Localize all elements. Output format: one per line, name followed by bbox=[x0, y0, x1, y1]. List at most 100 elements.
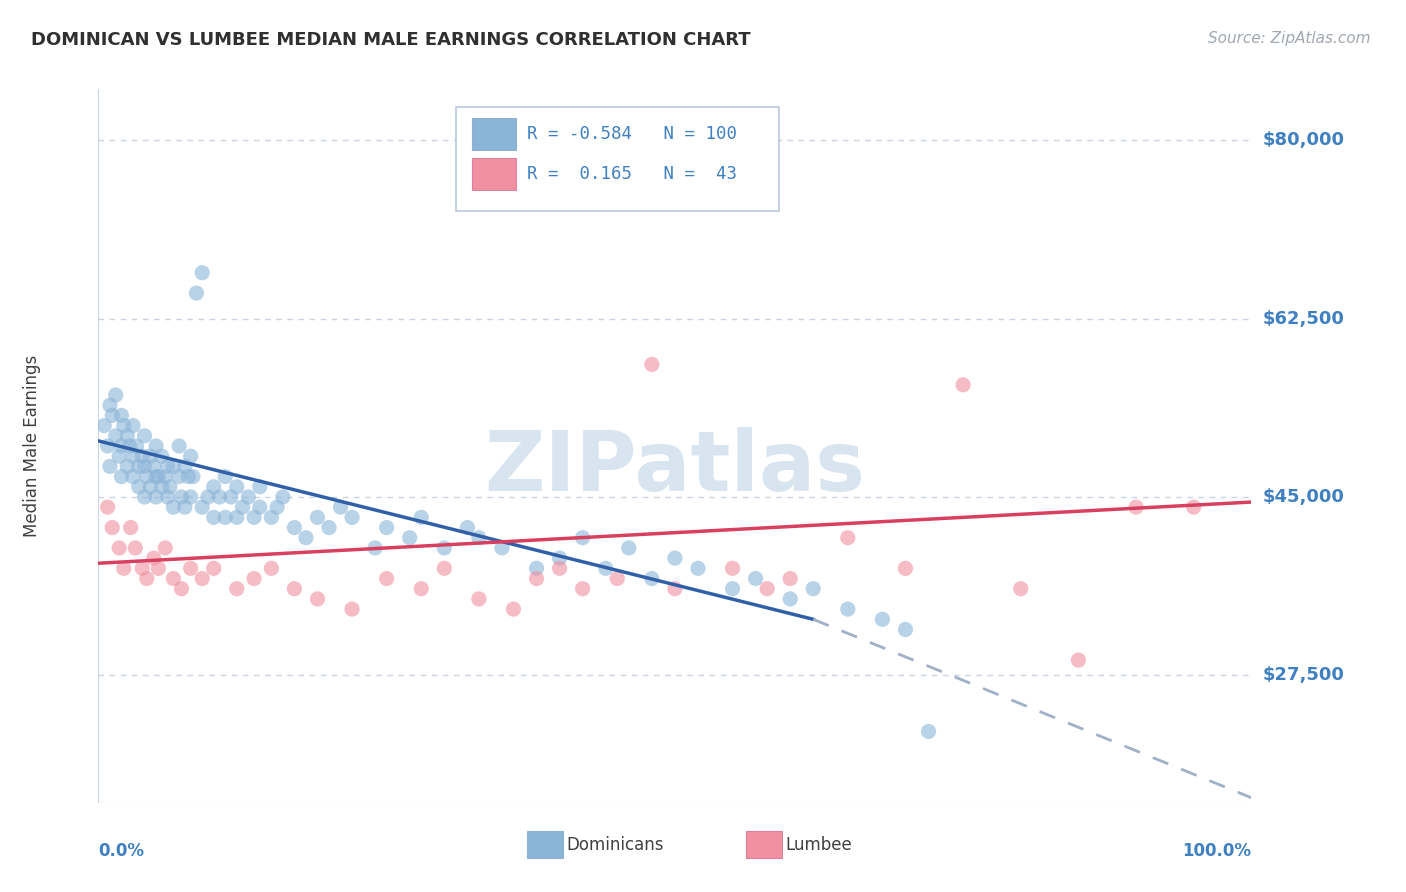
Point bbox=[180, 561, 202, 575]
Point bbox=[122, 449, 145, 463]
Point bbox=[214, 510, 236, 524]
FancyBboxPatch shape bbox=[472, 159, 516, 190]
Point bbox=[686, 561, 709, 575]
Point bbox=[721, 582, 744, 596]
Point bbox=[433, 561, 456, 575]
Point bbox=[97, 439, 120, 453]
Point bbox=[225, 582, 247, 596]
Point bbox=[571, 582, 593, 596]
Point bbox=[329, 500, 352, 515]
Point bbox=[174, 459, 197, 474]
Point bbox=[202, 561, 225, 575]
Text: $80,000: $80,000 bbox=[1263, 131, 1344, 149]
Point bbox=[104, 388, 127, 402]
Text: R = -0.584   N = 100: R = -0.584 N = 100 bbox=[527, 125, 737, 143]
Text: $45,000: $45,000 bbox=[1263, 488, 1344, 506]
Point bbox=[181, 469, 204, 483]
Point bbox=[139, 449, 162, 463]
Point bbox=[98, 398, 121, 412]
Point bbox=[167, 469, 190, 483]
Point bbox=[266, 500, 288, 515]
Point bbox=[225, 480, 247, 494]
Point bbox=[139, 480, 162, 494]
Point bbox=[779, 572, 801, 586]
Point bbox=[101, 520, 124, 534]
Point bbox=[150, 480, 173, 494]
Text: Lumbee: Lumbee bbox=[786, 836, 852, 854]
Text: DOMINICAN VS LUMBEE MEDIAN MALE EARNINGS CORRELATION CHART: DOMINICAN VS LUMBEE MEDIAN MALE EARNINGS… bbox=[31, 31, 751, 49]
Point bbox=[225, 510, 247, 524]
Point bbox=[108, 449, 131, 463]
Point bbox=[468, 531, 491, 545]
Point bbox=[1125, 500, 1147, 515]
Text: $62,500: $62,500 bbox=[1263, 310, 1344, 327]
Point bbox=[145, 490, 167, 504]
Point bbox=[112, 561, 135, 575]
Point bbox=[156, 459, 179, 474]
Point bbox=[108, 541, 131, 555]
Point bbox=[155, 469, 177, 483]
Point bbox=[952, 377, 974, 392]
Point bbox=[219, 490, 242, 504]
Point bbox=[177, 469, 200, 483]
Point bbox=[526, 572, 548, 586]
Point bbox=[641, 572, 664, 586]
Point bbox=[112, 418, 135, 433]
Point bbox=[398, 531, 420, 545]
Point bbox=[202, 510, 225, 524]
Point bbox=[721, 561, 744, 575]
Point bbox=[170, 582, 193, 596]
Point bbox=[145, 469, 167, 483]
Text: $27,500: $27,500 bbox=[1263, 666, 1344, 684]
Text: 100.0%: 100.0% bbox=[1182, 842, 1251, 860]
Point bbox=[155, 541, 177, 555]
Point bbox=[231, 500, 254, 515]
Point bbox=[162, 572, 184, 586]
Point bbox=[159, 480, 181, 494]
Point bbox=[375, 520, 398, 534]
Point bbox=[307, 510, 329, 524]
Point bbox=[134, 490, 156, 504]
Text: R =  0.165   N =  43: R = 0.165 N = 43 bbox=[527, 165, 737, 183]
FancyBboxPatch shape bbox=[472, 119, 516, 150]
Point bbox=[411, 510, 433, 524]
Point bbox=[364, 541, 387, 555]
Point bbox=[756, 582, 779, 596]
Point bbox=[162, 459, 184, 474]
Text: Dominicans: Dominicans bbox=[567, 836, 664, 854]
Point bbox=[548, 551, 571, 566]
Point bbox=[97, 500, 120, 515]
Point bbox=[208, 490, 231, 504]
Point bbox=[1010, 582, 1032, 596]
Point bbox=[110, 469, 132, 483]
Point bbox=[595, 561, 617, 575]
Text: Source: ZipAtlas.com: Source: ZipAtlas.com bbox=[1208, 31, 1371, 46]
Point bbox=[93, 418, 115, 433]
Point bbox=[162, 500, 184, 515]
Point bbox=[468, 591, 491, 606]
Point bbox=[837, 531, 859, 545]
Point bbox=[191, 572, 214, 586]
Point bbox=[128, 480, 150, 494]
FancyBboxPatch shape bbox=[747, 831, 782, 858]
Point bbox=[131, 561, 153, 575]
Point bbox=[283, 582, 305, 596]
Point bbox=[340, 510, 363, 524]
Point bbox=[238, 490, 260, 504]
Point bbox=[548, 561, 571, 575]
Point bbox=[148, 469, 170, 483]
Point bbox=[243, 510, 266, 524]
Point bbox=[101, 409, 124, 423]
Point bbox=[148, 561, 170, 575]
Point bbox=[307, 591, 329, 606]
Point bbox=[249, 480, 271, 494]
Text: 0.0%: 0.0% bbox=[98, 842, 145, 860]
Point bbox=[124, 541, 146, 555]
Point bbox=[641, 358, 664, 372]
Point bbox=[98, 459, 121, 474]
Point bbox=[502, 602, 524, 616]
Point bbox=[134, 429, 156, 443]
Point bbox=[214, 469, 236, 483]
Point bbox=[433, 541, 456, 555]
Point bbox=[1067, 653, 1090, 667]
